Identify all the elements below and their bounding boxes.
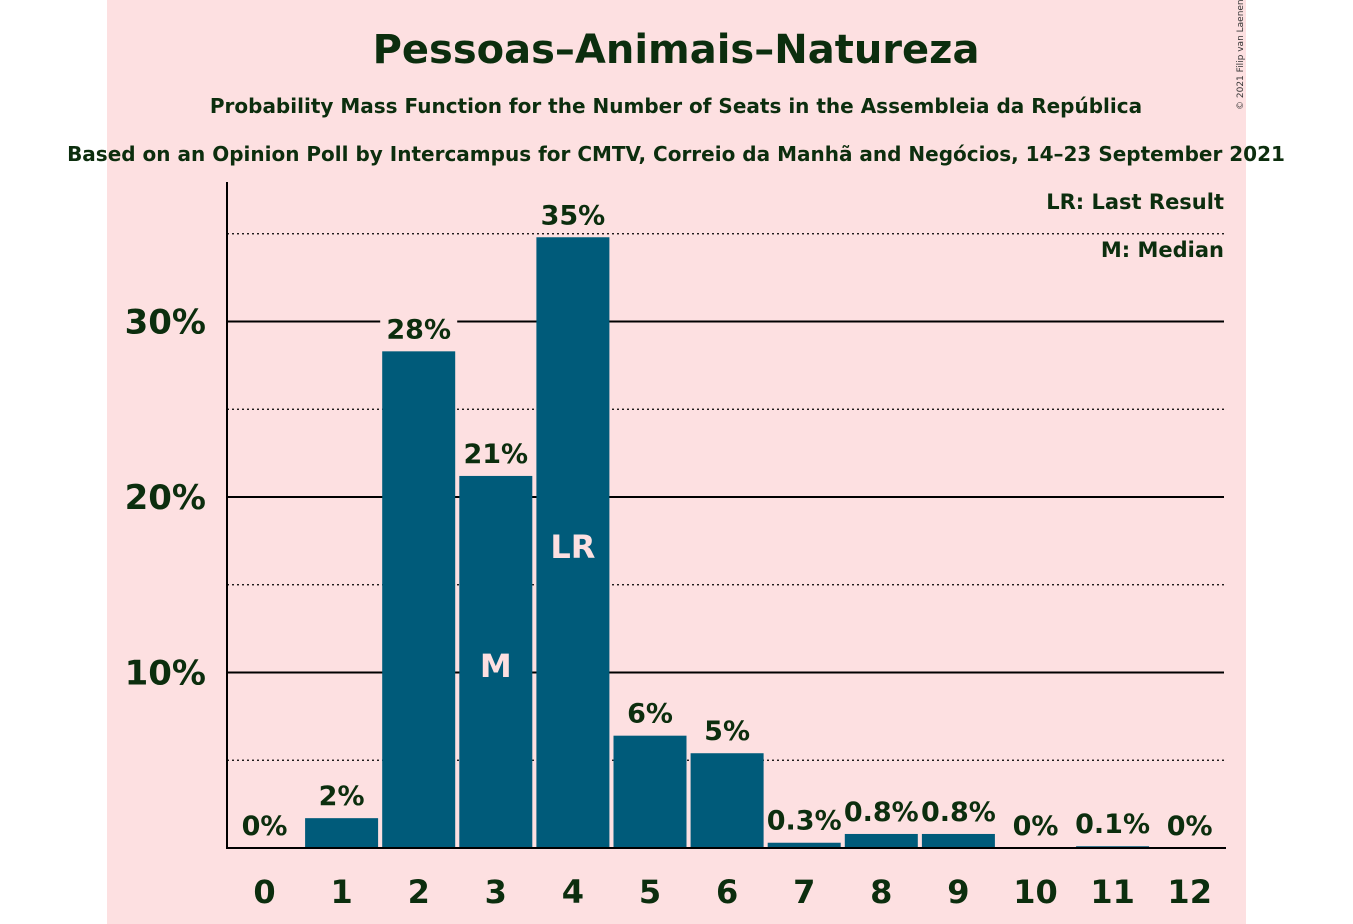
bar-8 [844, 833, 918, 848]
x-tick-label: 3 [485, 873, 507, 911]
x-tick-labels: 0 1 2 3 4 5 6 7 8 9 10 11 12 [253, 873, 1212, 911]
value-label: 35% [541, 200, 606, 231]
x-tick-label: 7 [793, 873, 815, 911]
x-tick-label: 0 [253, 873, 275, 911]
bar-2 [382, 351, 456, 848]
value-label: 6% [627, 699, 673, 730]
label-backdrop [380, 309, 458, 336]
value-label: 0% [1013, 811, 1059, 842]
value-label: 0% [242, 811, 288, 842]
copyright-notice: © 2021 Filip van Laenen [1236, 0, 1246, 110]
x-tick-label: 12 [1167, 873, 1212, 911]
x-tick-label: 5 [639, 873, 661, 911]
bar-5 [613, 735, 687, 848]
value-label: 5% [704, 716, 750, 747]
gridlines [227, 233, 1224, 761]
x-tick-label: 9 [947, 873, 969, 911]
x-tick-label: 10 [1013, 873, 1058, 911]
y-tick-label: 30% [125, 303, 206, 343]
value-label: 2% [319, 781, 365, 812]
median-marker: M [480, 647, 512, 685]
bars [305, 237, 1150, 848]
x-tick-label: 2 [408, 873, 430, 911]
value-label: 0.8% [844, 797, 919, 828]
value-label: 0.3% [767, 806, 842, 837]
value-label: 28% [386, 314, 451, 345]
label-backdrop [534, 197, 612, 232]
data-labels: 0%2%28%21%M35%LR6%5%0.3% 0.8% 0.8% 0% 0.1% 0% [242, 197, 1213, 842]
last-result-marker: LR [550, 528, 595, 566]
bar-6 [690, 753, 764, 848]
x-tick-label: 6 [716, 873, 738, 911]
x-tick-label: 4 [562, 873, 584, 911]
legend-last-result: LR: Last Result [1046, 190, 1224, 214]
chart-subtitle-source: Based on an Opinion Poll by Intercampus … [67, 142, 1285, 166]
y-tick-labels: 10% 20% 30% [125, 303, 206, 694]
x-tick-label: 8 [870, 873, 892, 911]
bar-1 [305, 818, 379, 848]
chart-title: Pessoas–Animais–Natureza [373, 27, 980, 73]
x-tick-label: 11 [1090, 873, 1135, 911]
legend-median: M: Median [1101, 238, 1224, 262]
bar-4 [536, 237, 610, 848]
value-label: 0.1% [1075, 809, 1150, 840]
y-tick-label: 20% [125, 478, 206, 518]
chart-subtitle: Probability Mass Function for the Number… [210, 94, 1142, 118]
bar-3 [459, 475, 533, 848]
value-label: 21% [463, 439, 528, 470]
value-label: 0.8% [921, 797, 996, 828]
bar-9 [921, 833, 995, 848]
bar-7 [767, 842, 841, 848]
y-tick-label: 10% [125, 654, 206, 694]
x-tick-label: 1 [330, 873, 352, 911]
value-label: 0% [1167, 811, 1213, 842]
